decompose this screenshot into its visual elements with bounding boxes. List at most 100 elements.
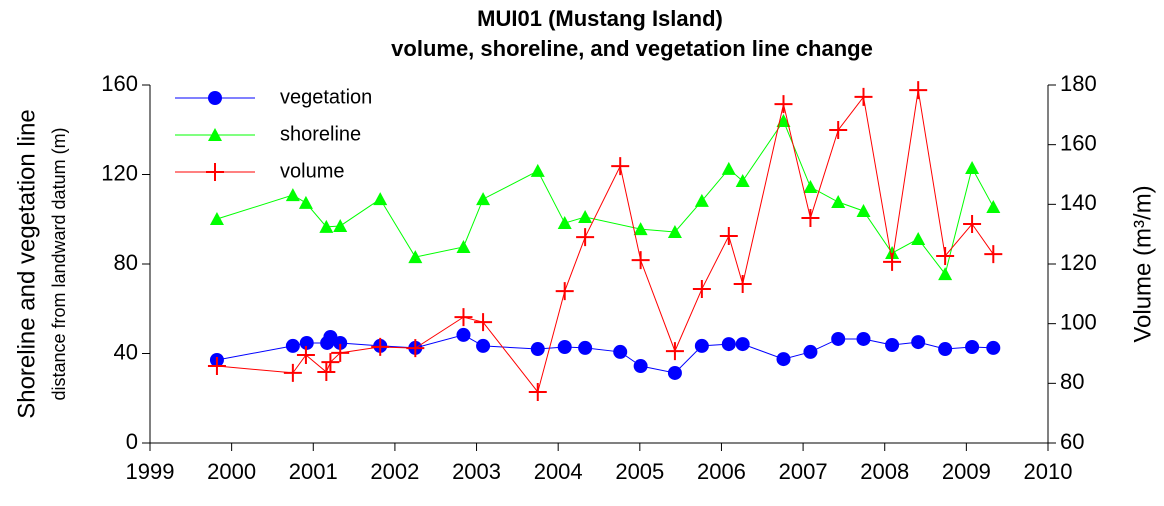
marker — [831, 195, 846, 209]
marker — [692, 280, 711, 299]
marker — [936, 246, 955, 265]
marker — [735, 337, 750, 352]
x-tick-label: 2004 — [534, 459, 583, 484]
marker — [776, 352, 791, 367]
marker — [528, 382, 547, 401]
legend-label: shoreline — [280, 123, 361, 145]
marker — [911, 335, 926, 350]
marker — [665, 342, 684, 361]
legend-label: volume — [280, 160, 344, 182]
y2-tick-label: 100 — [1060, 309, 1097, 334]
x-tick-label: 2006 — [697, 459, 746, 484]
marker — [207, 357, 226, 376]
marker — [317, 362, 336, 381]
x-tick-label: 2008 — [860, 459, 909, 484]
marker — [911, 231, 926, 245]
marker — [474, 313, 493, 332]
marker — [321, 353, 340, 372]
marker — [298, 195, 313, 209]
marker — [633, 222, 648, 236]
marker — [938, 342, 953, 357]
marker — [285, 338, 300, 353]
x-tick-label: 2001 — [289, 459, 338, 484]
legend-label: vegetation — [280, 86, 372, 108]
x-tick-label: 2000 — [207, 459, 256, 484]
marker — [801, 209, 820, 228]
marker — [721, 161, 736, 175]
marker — [576, 228, 595, 247]
marker — [883, 252, 902, 271]
marker — [963, 215, 982, 234]
marker — [331, 343, 350, 362]
legend-marker — [208, 128, 222, 141]
marker — [283, 363, 302, 382]
marker — [633, 359, 648, 374]
y2-tick-label: 120 — [1060, 250, 1097, 275]
y2-tick-label: 180 — [1060, 71, 1097, 96]
marker — [555, 282, 574, 301]
marker — [831, 331, 846, 346]
marker — [373, 192, 388, 206]
x-tick-label: 2005 — [615, 459, 664, 484]
y2-tick-label: 60 — [1060, 429, 1084, 454]
y-tick-label: 160 — [101, 71, 138, 96]
marker — [965, 161, 980, 175]
marker — [938, 267, 953, 281]
marker — [885, 246, 900, 260]
marker — [667, 225, 682, 239]
marker — [557, 340, 572, 355]
y2-tick-label: 140 — [1060, 190, 1097, 215]
chart-title: volume, shoreline, and vegetation line c… — [391, 36, 873, 61]
y2-axis-label: Volume (m³/m) — [1129, 185, 1156, 342]
y-axis-label: Shoreline and vegetation line — [13, 109, 40, 419]
marker — [984, 245, 1003, 264]
marker — [733, 274, 752, 293]
marker — [776, 114, 791, 128]
marker — [456, 327, 471, 342]
marker — [613, 344, 628, 359]
marker — [694, 193, 709, 207]
marker — [285, 188, 300, 202]
series-line — [216, 89, 994, 394]
x-tick-label: 2007 — [779, 459, 828, 484]
marker — [856, 331, 871, 346]
marker — [299, 335, 314, 350]
marker — [631, 251, 650, 270]
marker — [296, 345, 315, 364]
marker — [774, 95, 793, 114]
marker — [986, 199, 1001, 213]
x-tick-label: 2002 — [370, 459, 419, 484]
marker — [406, 339, 425, 358]
marker — [530, 342, 545, 357]
x-tick-label: 2003 — [452, 459, 501, 484]
marker — [667, 365, 682, 380]
marker — [965, 340, 980, 355]
marker — [694, 338, 709, 353]
x-tick-label: 2009 — [942, 459, 991, 484]
marker — [803, 180, 818, 194]
marker — [476, 338, 491, 353]
marker — [209, 212, 224, 226]
legend-marker — [208, 91, 222, 105]
marker — [530, 163, 545, 177]
marker — [557, 216, 572, 230]
marker — [371, 337, 390, 356]
x-tick-label: 1999 — [126, 459, 175, 484]
marker — [854, 87, 873, 106]
series-line — [216, 119, 994, 276]
marker — [333, 335, 348, 350]
marker — [721, 337, 736, 352]
marker — [735, 173, 750, 187]
marker — [578, 210, 593, 224]
marker — [408, 250, 423, 264]
x-tick-label: 2010 — [1024, 459, 1073, 484]
marker — [611, 157, 630, 176]
marker — [578, 340, 593, 355]
y-tick-label: 80 — [114, 250, 138, 275]
marker — [986, 340, 1001, 355]
marker — [829, 121, 848, 140]
marker — [476, 192, 491, 206]
marker — [719, 226, 738, 245]
marker — [909, 81, 928, 100]
